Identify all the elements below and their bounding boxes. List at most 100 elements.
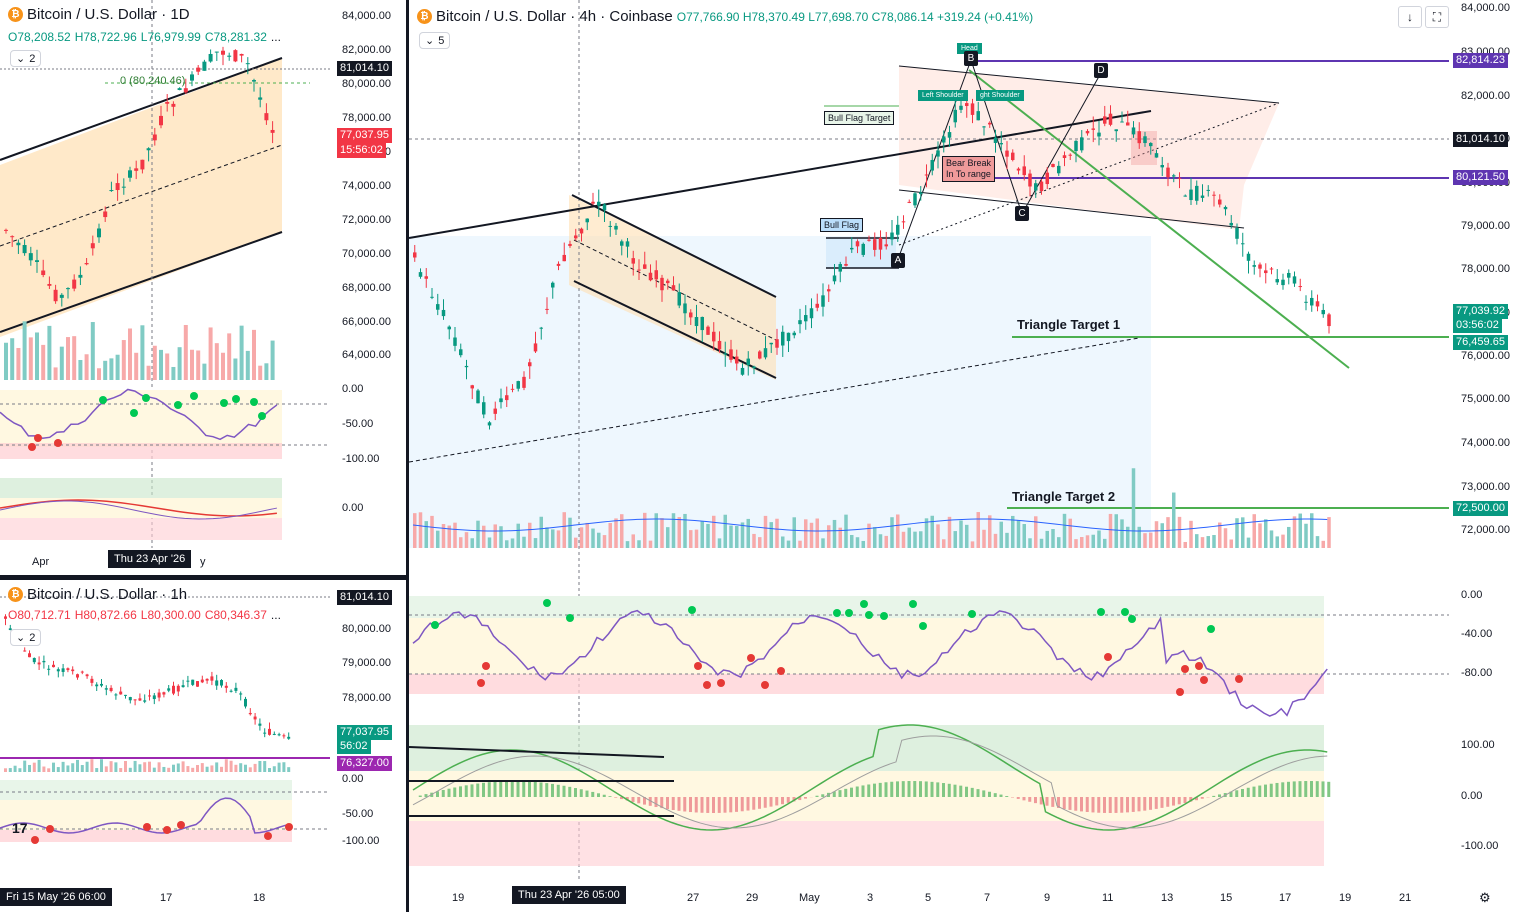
bull-flag-label[interactable]: Bull Flag — [820, 218, 864, 232]
hourly-open: O80,712.71 — [8, 608, 71, 622]
hourly-y-label: 79,000.00 — [342, 657, 391, 669]
main-volume-bar — [712, 515, 716, 548]
main-candle — [1034, 183, 1038, 191]
triangle-target-1-label[interactable]: Triangle Target 1 — [1017, 317, 1121, 332]
osc2-histogram-bar — [896, 781, 899, 797]
daily-chart-pane[interactable]: ₿ Bitcoin / U.S. Dollar · 1D O78,208.52 … — [0, 0, 406, 575]
daily-open: O78,208.52 — [8, 30, 71, 44]
daily-y-label: 82,000.00 — [342, 44, 391, 56]
main-candle — [1327, 314, 1331, 327]
main-candle — [993, 137, 998, 143]
main-indicator-toggle[interactable]: ⌄ 5 — [419, 32, 451, 49]
osc2-histogram-bar — [1057, 797, 1060, 808]
daily-symbol-title[interactable]: Bitcoin / U.S. Dollar · 1D — [27, 6, 190, 23]
osc2-histogram-bar — [959, 785, 963, 797]
main-volume-bar — [1172, 492, 1176, 548]
hourly-volume-bar — [200, 763, 204, 772]
hourly-volume-bar — [37, 759, 41, 772]
download-icon[interactable]: ↓ — [1398, 6, 1422, 28]
hourly-symbol-title[interactable]: Bitcoin / U.S. Dollar · 1h — [27, 586, 188, 603]
daily-osc-signal — [220, 399, 228, 407]
osc2-histogram-bar — [591, 791, 595, 797]
pane-divider-vertical[interactable] — [406, 0, 409, 912]
main-volume-bar — [1034, 516, 1038, 548]
daily-last-price-tag: 77,037.95 — [337, 128, 392, 143]
triangle-target-2-label[interactable]: Triangle Target 2 — [1012, 489, 1116, 504]
point-a-marker[interactable]: A — [891, 253, 905, 268]
osc1-line — [412, 609, 1328, 717]
hourly-y-label: 78,000.00 — [342, 692, 391, 704]
daily-osc2-y-label: 0.00 — [342, 502, 364, 514]
hourly-volume-bar — [18, 768, 22, 772]
osc2-histogram-bar — [585, 790, 589, 797]
main-x-label: 17 — [1279, 892, 1292, 904]
hourly-volume-bar — [32, 762, 36, 772]
hourly-volume-bar — [253, 763, 257, 772]
point-b-marker[interactable]: B — [964, 51, 978, 66]
osc2-histogram-bar — [1080, 797, 1083, 812]
hourly-candle — [172, 685, 175, 694]
main-volume-bar — [924, 518, 929, 548]
bull-flag-target-label[interactable]: Bull Flag Target — [824, 111, 895, 125]
daily-volume-bar — [146, 365, 151, 380]
daily-volume-bar — [47, 325, 52, 380]
pane-divider-horizontal[interactable] — [0, 575, 406, 580]
main-volume-bar — [620, 514, 624, 548]
daily-volume-bar — [134, 352, 139, 380]
main-candle — [620, 241, 624, 246]
daily-candle — [196, 67, 201, 72]
hourly-volume-bar — [133, 760, 137, 772]
hourly-candle — [148, 695, 151, 697]
main-candle — [844, 263, 848, 266]
main-volume-bar — [1310, 513, 1314, 548]
hourly-volume-bar — [248, 767, 252, 772]
bear-break-label[interactable]: Bear Break In To range — [942, 156, 996, 182]
main-volume-bar — [752, 533, 756, 548]
hourly-indicator-toggle[interactable]: ⌄ 2 — [10, 629, 42, 646]
osc2-histogram-bar — [786, 797, 790, 803]
settings-gear-icon[interactable]: ⚙ — [1479, 890, 1491, 905]
left-shoulder-label[interactable]: Left Shoulder — [918, 90, 968, 101]
point-c-marker[interactable]: C — [1015, 206, 1029, 221]
osc2-histogram-bar — [1039, 797, 1043, 805]
main-volume-bar — [1085, 535, 1090, 548]
main-volume-bar — [1229, 539, 1233, 548]
daily-candle — [159, 115, 163, 126]
main-chart-canvas[interactable] — [409, 0, 1521, 912]
main-candle — [689, 312, 693, 318]
daily-candle — [53, 289, 58, 302]
bitcoin-icon: ₿ — [8, 7, 23, 22]
hourly-volume-bar — [4, 768, 7, 772]
main-volume-bar — [539, 516, 543, 548]
daily-chart-canvas[interactable] — [0, 0, 406, 575]
support-dashed-line — [409, 337, 1140, 463]
hourly-chart-pane[interactable]: ₿ Bitcoin / U.S. Dollar · 1h O80,712.71 … — [0, 580, 406, 912]
osc2-histogram-bar — [706, 797, 710, 813]
main-candle — [1091, 128, 1095, 130]
main-y-label: 76,000.00 — [1461, 350, 1510, 362]
daily-osc2-bg-mid — [0, 498, 282, 518]
main-candle — [1252, 265, 1256, 267]
daily-indicator-toggle[interactable]: ⌄ 2 — [10, 50, 42, 67]
main-candle — [430, 296, 434, 298]
daily-candle — [59, 294, 64, 298]
main-volume-bar — [654, 513, 658, 548]
main-volume-bar — [850, 534, 854, 548]
main-candle — [861, 243, 865, 255]
osc2-histogram-bar — [487, 782, 491, 797]
hourly-candle — [56, 669, 60, 672]
right-shoulder-label[interactable]: ght Shoulder — [976, 90, 1024, 101]
main-candle — [999, 143, 1003, 145]
point-d-marker[interactable]: D — [1094, 63, 1108, 78]
main-candle — [424, 276, 428, 279]
main-candle — [1154, 153, 1159, 158]
main-volume-bar — [533, 538, 538, 548]
hourly-chart-canvas[interactable] — [0, 580, 406, 912]
main-symbol-title[interactable]: Bitcoin / U.S. Dollar · 4h · Coinbase — [436, 8, 673, 25]
hourly-candle — [47, 668, 51, 670]
fullscreen-icon[interactable]: ⛶ — [1425, 6, 1449, 28]
hourly-candle — [258, 723, 262, 726]
main-volume-bar — [591, 528, 595, 548]
main-candle — [516, 381, 520, 389]
main-chart-pane[interactable]: ₿ Bitcoin / U.S. Dollar · 4h · Coinbase … — [409, 0, 1521, 912]
